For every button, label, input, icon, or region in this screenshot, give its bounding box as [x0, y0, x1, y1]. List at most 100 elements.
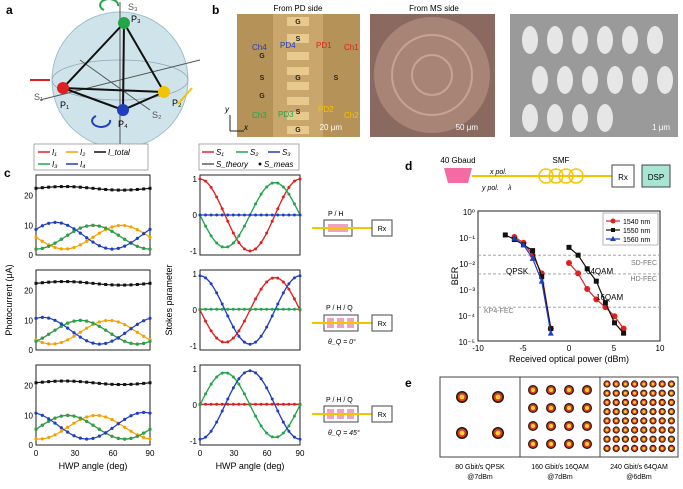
stokes-meas-point: [248, 307, 252, 311]
stokes-meas-point: [237, 213, 241, 217]
constellation-blob-core: [642, 428, 646, 432]
constellation-blob-core: [585, 442, 589, 446]
photocurrent-point: [135, 330, 139, 334]
constellation-blob-core: [642, 446, 646, 450]
constellation-blob-core: [651, 410, 655, 414]
ber-y-ticks: 10⁰ 10⁻¹ 10⁻² 10⁻³ 10⁻⁴ 10⁻⁵: [458, 208, 475, 347]
photocurrent-point: [53, 328, 57, 332]
photocurrent-point: [85, 319, 89, 323]
stokes-meas-point: [281, 213, 285, 217]
stokes-meas-point: [287, 213, 291, 217]
photocurrent-point: [66, 338, 70, 342]
photocurrent-point: [129, 341, 133, 345]
photocurrent-point: [123, 331, 127, 335]
constellation-blob-core: [495, 394, 501, 400]
stokes-meas-point: [248, 342, 252, 346]
ber-point-1550: [612, 320, 617, 326]
left-ytick: 0: [29, 251, 34, 260]
stokes-meas-point: [281, 402, 285, 406]
axis-x-label: x: [243, 123, 249, 132]
stokes-meas-point: [248, 403, 252, 407]
photocurrent-point: [85, 239, 89, 243]
photocurrent-point: [135, 411, 139, 415]
stokes-meas-point: [254, 213, 258, 217]
pad-s1: S: [296, 36, 301, 43]
stokes-meas-point: [292, 297, 296, 301]
photocurrent-point: [135, 236, 139, 240]
left-ytick: 10: [24, 316, 33, 325]
stokes-meas-point: [209, 429, 213, 433]
left-xlabel: HWP angle (deg): [59, 461, 128, 471]
photocurrent-point: [40, 239, 44, 243]
s2-label: S₂: [152, 110, 162, 120]
photocurrent-point: [110, 318, 114, 323]
stokes-meas-point: [204, 179, 208, 183]
fiber-coil: [538, 168, 584, 184]
photocurrent-point: [142, 319, 146, 323]
tetrahedron-front: [60, 21, 166, 94]
legend-i3: I₃: [52, 160, 57, 169]
s1-axis: [39, 59, 201, 101]
photocurrent-point: [59, 247, 63, 251]
stokes-meas-point: [204, 307, 208, 311]
stokes-meas-point: [265, 213, 269, 217]
right-ylabel: Stokes parameter: [164, 264, 174, 335]
photocurrent-point: [116, 436, 120, 440]
constellation-blob-core: [623, 382, 627, 386]
rx-box: [611, 164, 635, 188]
constellation-blob-core: [669, 382, 673, 386]
panel-b-label: b: [212, 3, 219, 17]
constellation-blob-core: [633, 400, 637, 404]
photocurrent-point: [123, 437, 127, 441]
photocurrent-point: [91, 240, 95, 244]
photocurrent-point: [53, 241, 57, 245]
constellation-blob-core: [633, 419, 637, 423]
stokes-meas-point: [276, 307, 280, 311]
stokes-meas-point: [265, 185, 269, 189]
label-pd4: PD4: [280, 41, 296, 50]
photocurrent-point: [97, 244, 101, 248]
edge-p4-p3: [122, 22, 125, 111]
ber-point-1540: [566, 260, 572, 266]
photocurrent-point: [40, 380, 44, 384]
constellation-blob-core: [642, 391, 646, 395]
edge-p4-p2: [122, 91, 165, 111]
caption-qpsk-2: @7dBm: [467, 474, 493, 481]
ber-ytick-0: 10⁰: [463, 208, 475, 217]
photocurrent-point: [135, 228, 139, 232]
b-title-ms-side: From MS side: [409, 4, 459, 13]
photocurrent-point: [123, 244, 127, 248]
photocurrent-point: [91, 436, 95, 440]
pad-g2: G: [259, 53, 265, 60]
photocurrent-point: [116, 246, 120, 250]
panel-b: b From PD side From MS side G S G S G S …: [212, 3, 678, 137]
photocurrent-point: [72, 185, 76, 189]
photocurrent-point: [104, 282, 108, 286]
photocurrent-point: [66, 185, 70, 189]
photocurrent-point: [142, 187, 146, 191]
constellation-blob-core: [549, 388, 553, 392]
stokes-meas-point: [231, 231, 235, 235]
photocurrent-point: [91, 186, 95, 190]
photocurrent-point: [110, 434, 114, 438]
ber-ytick-1: 10⁻¹: [459, 234, 475, 243]
photocurrent-point: [91, 423, 95, 427]
stokes-meas-point: [281, 291, 285, 295]
d-xpol: x pol.: [489, 169, 507, 176]
stokes-meas-point: [237, 334, 241, 338]
left-ytick: 20: [24, 192, 33, 201]
photocurrent-point: [40, 336, 44, 340]
photocurrent-point: [53, 220, 57, 225]
constellation-blob-core: [614, 419, 618, 423]
stokes-meas-point: [242, 307, 246, 311]
stokes-meas-point: [220, 409, 224, 413]
left-ytick: 20: [24, 382, 33, 391]
mod-64qam: 64QAM: [586, 267, 613, 276]
constellation-blob-core: [549, 424, 553, 428]
point-p1: [57, 82, 69, 94]
d-dsp: DSP: [648, 173, 664, 182]
constellation-blob-core: [633, 428, 637, 432]
fec-hd: HD-FEC: [631, 276, 657, 283]
constellation-blob-core: [623, 410, 627, 414]
